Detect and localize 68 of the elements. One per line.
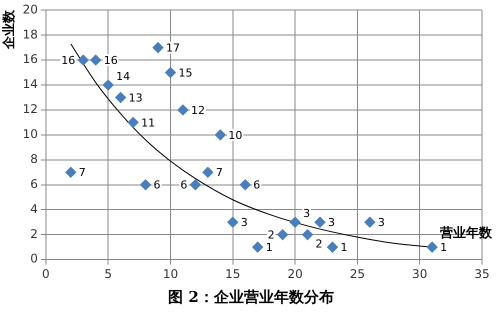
- x-tick-label: 25: [350, 266, 366, 281]
- point: [78, 54, 89, 66]
- data-label: 12: [190, 104, 205, 117]
- point: [152, 42, 164, 54]
- x-axis-title: 营业年数: [439, 224, 493, 241]
- point: [326, 242, 338, 253]
- y-tick-label: 18: [22, 27, 38, 42]
- point: [90, 54, 102, 66]
- data-label: 3: [303, 207, 310, 220]
- data-label: 3: [328, 216, 336, 230]
- point: [164, 67, 176, 78]
- data-label: 6: [180, 178, 188, 192]
- point: [102, 80, 114, 91]
- text: 图 2：企业营业年数分布: [167, 288, 335, 307]
- point: [214, 129, 226, 140]
- y-tick-label: 14: [22, 77, 38, 92]
- x-tick-label: 35: [474, 266, 490, 281]
- point: [290, 216, 301, 228]
- y-tick-label: 0: [30, 252, 38, 266]
- y-tick-label: 10: [22, 127, 38, 142]
- x-tick-label: 30: [412, 266, 428, 281]
- data-label: 16: [61, 54, 76, 67]
- y-tick-label: 4: [30, 202, 38, 216]
- point: [314, 216, 326, 228]
- data-label: 16: [104, 54, 118, 67]
- x-tick-label: 15: [225, 266, 240, 281]
- x-tick-label: 0: [42, 266, 50, 281]
- point: [190, 179, 201, 190]
- data-label: 1: [440, 240, 448, 254]
- x-tick-label: 10: [162, 266, 178, 281]
- point: [364, 216, 376, 228]
- point: [252, 242, 264, 253]
- data-label: 2: [316, 238, 323, 251]
- point: [240, 179, 251, 190]
- y-axis-title: 企业数: [2, 9, 18, 50]
- data-label: 1: [340, 240, 348, 254]
- y-tick-label: 2: [30, 226, 38, 241]
- data-label: 3: [378, 216, 385, 230]
- data-label: 7: [78, 166, 86, 180]
- y-tick-label: 6: [30, 176, 38, 191]
- data-label: 7: [216, 166, 223, 180]
- point: [177, 104, 188, 116]
- data-label: 6: [253, 178, 260, 192]
- point: [426, 242, 438, 253]
- data-label: 1: [266, 240, 273, 254]
- data-label: 13: [128, 91, 143, 104]
- data-label: 15: [178, 66, 192, 80]
- point: [65, 166, 76, 178]
- data-label: 17: [166, 41, 180, 54]
- point: [277, 229, 288, 240]
- data-label: 10: [228, 128, 242, 142]
- y-tick-label: 12: [22, 102, 38, 116]
- point: [302, 229, 314, 240]
- y-tick-label: 20: [22, 2, 38, 16]
- point: [227, 216, 238, 228]
- data-label: 3: [240, 216, 248, 230]
- point: [128, 116, 139, 128]
- data-label: 14: [116, 70, 130, 83]
- data-label: 11: [141, 116, 156, 130]
- point: [202, 166, 214, 178]
- data-label: 6: [154, 178, 161, 192]
- x-tick-label: 20: [287, 266, 303, 281]
- point: [140, 179, 152, 190]
- y-tick-label: 16: [22, 52, 38, 66]
- data-label: 2: [268, 228, 275, 242]
- y-tick-label: 8: [30, 152, 38, 166]
- x-tick-label: 5: [104, 266, 112, 281]
- point: [115, 92, 126, 103]
